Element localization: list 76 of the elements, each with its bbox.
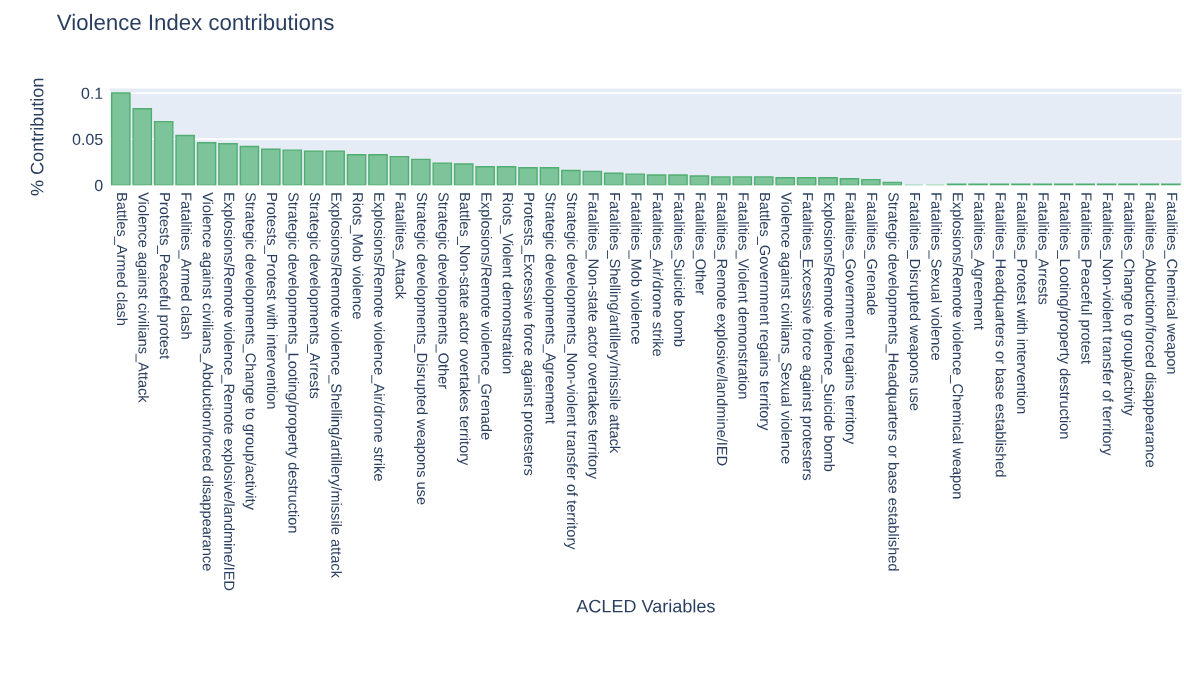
bar bbox=[389, 155, 410, 186]
x-tick-label: Explosions/Remote violence_Shelling/artillery/missile attack bbox=[328, 193, 342, 578]
x-tick-label: Strategic developments_Agreement bbox=[542, 192, 557, 424]
x-tick-label: Strategic developments_Disrupted weapons use bbox=[414, 192, 428, 505]
x-tick-label: Protests_Protest with intervention bbox=[264, 193, 278, 409]
bar bbox=[689, 175, 710, 186]
bar bbox=[861, 178, 881, 186]
x-tick-label: Explosions/Remote violence_Air/drone strike bbox=[371, 193, 385, 481]
x-tick-label: Fatalities_Change to group/activity bbox=[1121, 193, 1135, 416]
x-tick-label: Explosions/Remote violence_Remote explosive/landmine/IED bbox=[221, 193, 235, 591]
x-tick-label: Fatalities_Suicide bomb bbox=[671, 193, 685, 347]
x-tick-label: Fatalities_Protest with intervention bbox=[1014, 193, 1028, 414]
bar bbox=[539, 166, 560, 186]
x-tick-label: Violence against civilians_Abduction/forced disappearance bbox=[199, 192, 214, 571]
bar bbox=[239, 145, 260, 186]
y-axis-title: % Contribution bbox=[30, 78, 44, 196]
x-tick-label: Riots_Mob violence bbox=[349, 193, 364, 319]
bar bbox=[796, 177, 817, 186]
x-tick-label: Strategic developments_Change to group/activity bbox=[242, 192, 257, 510]
x-tick-label: Fatalities_Headquarters or base established bbox=[992, 193, 1007, 477]
x-tick-label: Explosions/Remote violence_Suicide bomb bbox=[821, 193, 835, 472]
x-tick-label: Protests_Peaceful protest bbox=[156, 193, 171, 360]
y-tick-label: 0 bbox=[94, 179, 103, 192]
x-tick-label: Fatalities_Looting/property destruction bbox=[1056, 193, 1071, 439]
x-tick-label: Fatalities_Non-state actor overtakes territory bbox=[585, 193, 600, 480]
x-tick-label: Fatalities_Agreement bbox=[971, 193, 985, 330]
x-tick-label: Fatalities_Peaceful protest bbox=[1078, 193, 1092, 364]
x-tick-label: Riots_Violent demonstration bbox=[499, 193, 514, 374]
bar bbox=[818, 177, 838, 186]
bar bbox=[218, 143, 238, 186]
x-tick-label: Explosions/Remote violence_Chemical weapon bbox=[949, 193, 964, 499]
x-tick-label: Battles_Armed clash bbox=[114, 193, 128, 325]
x-tick-label: Fatalities_Air/drone strike bbox=[649, 193, 664, 357]
x-tick-label: Strategic developments_Arrests bbox=[306, 192, 321, 399]
bar bbox=[368, 154, 388, 186]
x-tick-label: Fatalities_Non-violent transfer of territory bbox=[1099, 193, 1114, 456]
x-tick-label: Explosions/Remote violence_Grenade bbox=[478, 193, 492, 440]
bar bbox=[496, 166, 517, 186]
x-tick-label: Fatalities_Sexual violence bbox=[928, 193, 942, 361]
x-tick-label: Strategic developments_Other bbox=[435, 192, 450, 389]
y-tick-label: 0.1 bbox=[81, 87, 103, 99]
x-tick-label: Fatalities_Excessive force against protesters bbox=[799, 193, 814, 481]
x-tick-label: Fatalities_Government regains territory bbox=[842, 193, 857, 445]
bar bbox=[346, 154, 367, 186]
x-tick-label: Battles_Government regains territory bbox=[756, 193, 771, 431]
bar bbox=[153, 120, 174, 186]
bar bbox=[518, 166, 538, 186]
x-tick-label: Violence against civilians_Sexual violence bbox=[778, 192, 792, 464]
x-tick-label: Fatalities_Attack bbox=[392, 193, 407, 300]
x-tick-label: Fatalities_Violent demonstration bbox=[735, 193, 750, 399]
bar bbox=[668, 174, 688, 186]
chart-title: Violence Index contributions bbox=[56, 13, 334, 31]
x-tick-label: Protests_Excessive force against protesters bbox=[521, 193, 535, 476]
x-tick-label: Strategic developments_Headquarters or base established bbox=[885, 192, 900, 571]
x-tick-label: Battles_Non-state actor overtakes territory bbox=[456, 193, 471, 466]
bar bbox=[839, 178, 860, 186]
bar bbox=[175, 134, 195, 186]
x-tick-label: Strategic developments_Non-violent transfer of territory bbox=[564, 192, 578, 550]
bar bbox=[646, 174, 667, 186]
x-tick-label: Fatalities_Remote explosive/landmine/IED bbox=[714, 193, 728, 466]
x-tick-label: Fatalities_Shelling/artillery/missile attack bbox=[606, 193, 621, 454]
x-tick-label: Fatalities_Grenade bbox=[864, 193, 878, 315]
x-tick-label: Fatalities_Abduction/forced disappearance bbox=[1142, 193, 1157, 468]
x-tick-label: Fatalities_Mob violence bbox=[628, 193, 642, 344]
bar bbox=[711, 176, 731, 186]
x-tick-label: Fatalities_Arrests bbox=[1035, 193, 1050, 305]
x-tick-label: Strategic developments_Looting/property destruction bbox=[285, 192, 300, 533]
x-tick-label: Fatalities_Disrupted weapons use bbox=[906, 193, 921, 411]
x-tick-label: Fatalities_Other bbox=[692, 193, 707, 295]
x-tick-label: Fatalities_Chemical weapon bbox=[1164, 193, 1178, 374]
x-tick-label: Violence against civilians_Attack bbox=[135, 192, 150, 403]
bar bbox=[196, 142, 217, 186]
bar bbox=[732, 176, 753, 186]
x-tick-label: Fatalities_Armed clash bbox=[178, 193, 192, 339]
x-axis-title: ACLED Variables bbox=[576, 599, 715, 613]
y-tick-label: 0.05 bbox=[72, 133, 103, 146]
